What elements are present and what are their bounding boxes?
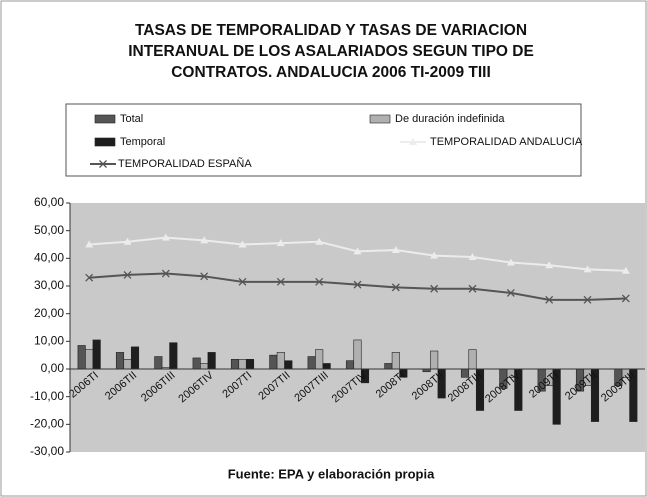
line-marker (161, 233, 170, 241)
line-marker (391, 283, 400, 292)
bar (169, 342, 178, 370)
line-marker (238, 277, 247, 286)
bar (276, 352, 285, 370)
y-tick-label: -10,00 (30, 389, 64, 403)
bar (115, 352, 125, 370)
y-tick-label: 60,00 (34, 195, 64, 209)
line-marker (238, 240, 247, 248)
bar (92, 339, 101, 370)
legend-marker (99, 160, 107, 168)
y-tick-label: 30,00 (34, 278, 64, 292)
line-marker (506, 288, 515, 297)
bar (468, 349, 477, 370)
legend-label: TEMPORALIDAD ESPAÑA (118, 157, 252, 170)
line-marker (506, 258, 515, 266)
bar (123, 359, 132, 370)
line-marker (468, 252, 477, 260)
chart-title: CONTRATOS. ANDALUCIA 2006 TI-2009 TIII (171, 64, 491, 81)
y-tick-label: 50,00 (34, 223, 64, 237)
bar (307, 356, 316, 370)
line-marker (430, 284, 439, 293)
bar (77, 345, 86, 370)
legend-label: TEMPORALIDAD ANDALUCIA (430, 136, 583, 148)
line-marker (161, 269, 170, 278)
line-marker (353, 247, 362, 255)
legend-swatch (94, 114, 116, 124)
line-marker (85, 273, 94, 282)
bar (245, 359, 255, 370)
line-marker (200, 272, 209, 281)
bar (384, 363, 393, 370)
y-tick-label: 0,00 (41, 361, 65, 375)
line-marker (583, 295, 592, 304)
line-marker (276, 239, 285, 247)
legend-box (65, 103, 582, 177)
bar (353, 339, 362, 370)
bar (322, 363, 331, 370)
bar (154, 356, 163, 370)
line-marker (583, 265, 592, 273)
bar (345, 360, 355, 370)
bar (200, 363, 209, 370)
line-marker (315, 237, 324, 245)
bar (207, 352, 216, 370)
chart-title: INTERANUAL DE LOS ASALARIADOS SEGUN TIPO… (128, 43, 534, 60)
bar (230, 359, 240, 370)
plot-area (70, 203, 645, 452)
bar (315, 349, 324, 370)
bar (192, 357, 201, 370)
y-tick-label: 10,00 (34, 334, 64, 348)
line-marker (545, 261, 554, 269)
bar (269, 354, 278, 370)
source-note: Fuente: EPA y elaboración propia (228, 466, 435, 481)
line-marker (621, 294, 630, 303)
line-marker (430, 251, 439, 259)
y-tick-label: 20,00 (34, 306, 64, 320)
bar (85, 349, 94, 370)
line-marker (468, 284, 477, 293)
bar (430, 350, 439, 370)
legend-swatch (94, 137, 116, 147)
line-marker (391, 246, 400, 254)
line-marker (276, 277, 285, 286)
bar (238, 359, 247, 370)
line-marker (85, 240, 94, 248)
line-marker (353, 280, 362, 289)
line-marker (200, 236, 209, 244)
bar (284, 360, 293, 370)
legend-swatch (369, 114, 391, 124)
chart-title: TASAS DE TEMPORALIDAD Y TASAS DE VARIACI… (135, 22, 527, 39)
y-tick-label: -20,00 (30, 417, 64, 431)
bar (391, 352, 400, 370)
y-tick-label: -30,00 (30, 444, 64, 458)
legend-label: De duración indefinida (395, 113, 505, 125)
line-marker (123, 270, 132, 279)
line-marker (545, 295, 554, 304)
line-marker (621, 266, 630, 274)
line-marker (123, 237, 132, 245)
bar (130, 346, 140, 370)
line-marker (315, 277, 324, 286)
y-tick-label: 40,00 (34, 251, 64, 265)
legend-label: Temporal (120, 136, 165, 148)
legend-label: Total (120, 113, 143, 125)
legend-marker (409, 138, 417, 145)
